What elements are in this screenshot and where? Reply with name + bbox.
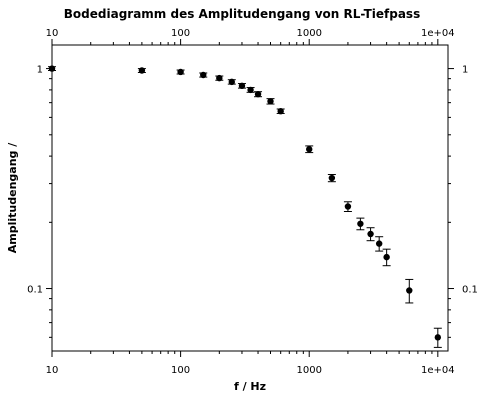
plot-frame [51, 44, 449, 352]
x-tick-label-top: 1e+04 [421, 28, 455, 39]
y-tick-label-right: 0.1 [462, 285, 478, 296]
data-point [434, 334, 442, 341]
y-axis-label: Amplitudengang / [6, 142, 19, 253]
data-point [406, 287, 413, 294]
x-tick-label: 1000 [296, 365, 321, 376]
data-point [383, 253, 390, 261]
y-tick-label: 0.1 [27, 285, 43, 296]
chart-title: Bodediagramm des Amplitudengang von RL-T… [64, 7, 420, 21]
y-tick-label: 1 [37, 65, 43, 76]
data-point [48, 65, 56, 72]
axis-ticks [46, 39, 454, 357]
x-tick-label-top: 10 [46, 28, 59, 39]
data-point [254, 90, 262, 98]
x-axis-label: f / Hz [234, 380, 266, 393]
y-tick-label-right: 1 [462, 65, 468, 76]
x-tick-label: 1e+04 [421, 365, 455, 376]
data-point [267, 98, 274, 105]
data-point [306, 146, 313, 153]
data-point [200, 71, 207, 79]
axis-tick-labels: 10 10 100 100 1000 1000 1e+04 1e+04 0.1 0.1 1 1 [27, 28, 478, 376]
data-point [216, 74, 223, 82]
data-point [357, 220, 364, 227]
data-point [277, 108, 284, 115]
data-point [138, 67, 146, 74]
data-point [344, 203, 352, 210]
data-point [375, 240, 383, 247]
x-tick-label-top: 100 [171, 28, 190, 39]
data-point [238, 82, 246, 90]
x-tick-label-top: 1000 [296, 28, 321, 39]
data-point [177, 68, 184, 76]
data-point [328, 174, 336, 182]
data-point [228, 78, 235, 86]
x-tick-label: 100 [171, 365, 190, 376]
data-point [367, 230, 374, 238]
x-tick-label: 10 [46, 365, 59, 376]
data-point [247, 86, 254, 94]
data-points [48, 65, 442, 348]
